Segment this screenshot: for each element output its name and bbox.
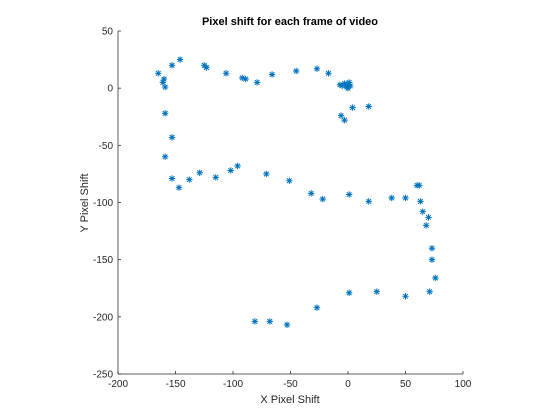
data-point xyxy=(313,304,321,311)
data-point xyxy=(161,110,169,117)
data-point xyxy=(341,116,348,124)
y-tick-label: 0 xyxy=(107,84,113,95)
data-point xyxy=(313,65,321,72)
data-point xyxy=(416,182,423,189)
x-tick-label: 100 xyxy=(455,379,472,390)
data-point xyxy=(263,170,270,178)
data-point xyxy=(161,83,169,91)
data-point xyxy=(186,176,193,183)
data-point xyxy=(168,62,176,69)
x-tick-label: -150 xyxy=(165,379,185,390)
data-point xyxy=(242,75,249,83)
data-point xyxy=(426,288,433,295)
data-point xyxy=(425,214,432,221)
data-point xyxy=(266,318,273,325)
data-point xyxy=(176,56,184,63)
data-point xyxy=(155,70,162,77)
data-point xyxy=(227,167,234,174)
chart-title: Pixel shift for each frame of video xyxy=(202,16,378,28)
x-tick-label: -100 xyxy=(223,379,243,390)
data-point xyxy=(175,184,183,191)
data-point xyxy=(212,174,219,181)
data-point xyxy=(253,79,261,86)
data-points xyxy=(155,56,439,329)
data-point xyxy=(283,321,291,329)
data-point xyxy=(308,190,315,197)
data-point xyxy=(344,84,352,92)
data-point xyxy=(234,162,241,170)
x-tick-label: 50 xyxy=(400,379,412,390)
data-point xyxy=(365,198,372,205)
data-point xyxy=(203,64,210,71)
data-point xyxy=(168,175,176,182)
data-point xyxy=(196,169,203,176)
y-ticks: -250 -200 -150 -100 -50 0 50 xyxy=(93,27,121,381)
y-tick-label: -150 xyxy=(93,255,113,266)
data-point xyxy=(419,208,426,215)
data-point xyxy=(160,75,168,83)
y-tick-label: 50 xyxy=(102,27,114,38)
data-point xyxy=(428,256,436,263)
data-point xyxy=(417,198,424,205)
x-ticks: -200 -150 -100 -50 0 50 100 xyxy=(108,371,472,390)
x-tick-label: -50 xyxy=(283,379,298,390)
x-axis-label: X Pixel Shift xyxy=(260,394,319,406)
y-tick-label: -250 xyxy=(93,370,113,381)
axes xyxy=(117,31,463,375)
data-point xyxy=(337,112,345,119)
y-tick-label: -50 xyxy=(99,141,114,152)
data-point xyxy=(293,67,300,75)
data-point xyxy=(423,222,430,229)
data-point xyxy=(251,318,259,325)
data-point xyxy=(222,70,230,77)
data-point xyxy=(286,177,293,184)
data-point xyxy=(365,103,372,110)
data-point xyxy=(319,195,326,203)
data-point xyxy=(345,289,353,297)
data-point xyxy=(432,274,439,282)
data-point xyxy=(268,71,276,78)
y-tick-label: -100 xyxy=(93,198,113,209)
data-point xyxy=(161,153,169,160)
data-point xyxy=(388,194,395,202)
data-point xyxy=(402,194,409,202)
data-point xyxy=(428,245,436,252)
y-axis-label: Y Pixel Shift xyxy=(79,173,91,232)
data-point xyxy=(373,288,380,295)
x-tick-label: 0 xyxy=(345,379,351,390)
data-point xyxy=(345,191,353,198)
data-point xyxy=(349,104,356,111)
data-point xyxy=(402,293,409,300)
data-point xyxy=(325,70,332,77)
data-point xyxy=(168,134,176,141)
y-tick-label: -200 xyxy=(93,312,113,323)
x-tick-label: -200 xyxy=(108,379,128,390)
